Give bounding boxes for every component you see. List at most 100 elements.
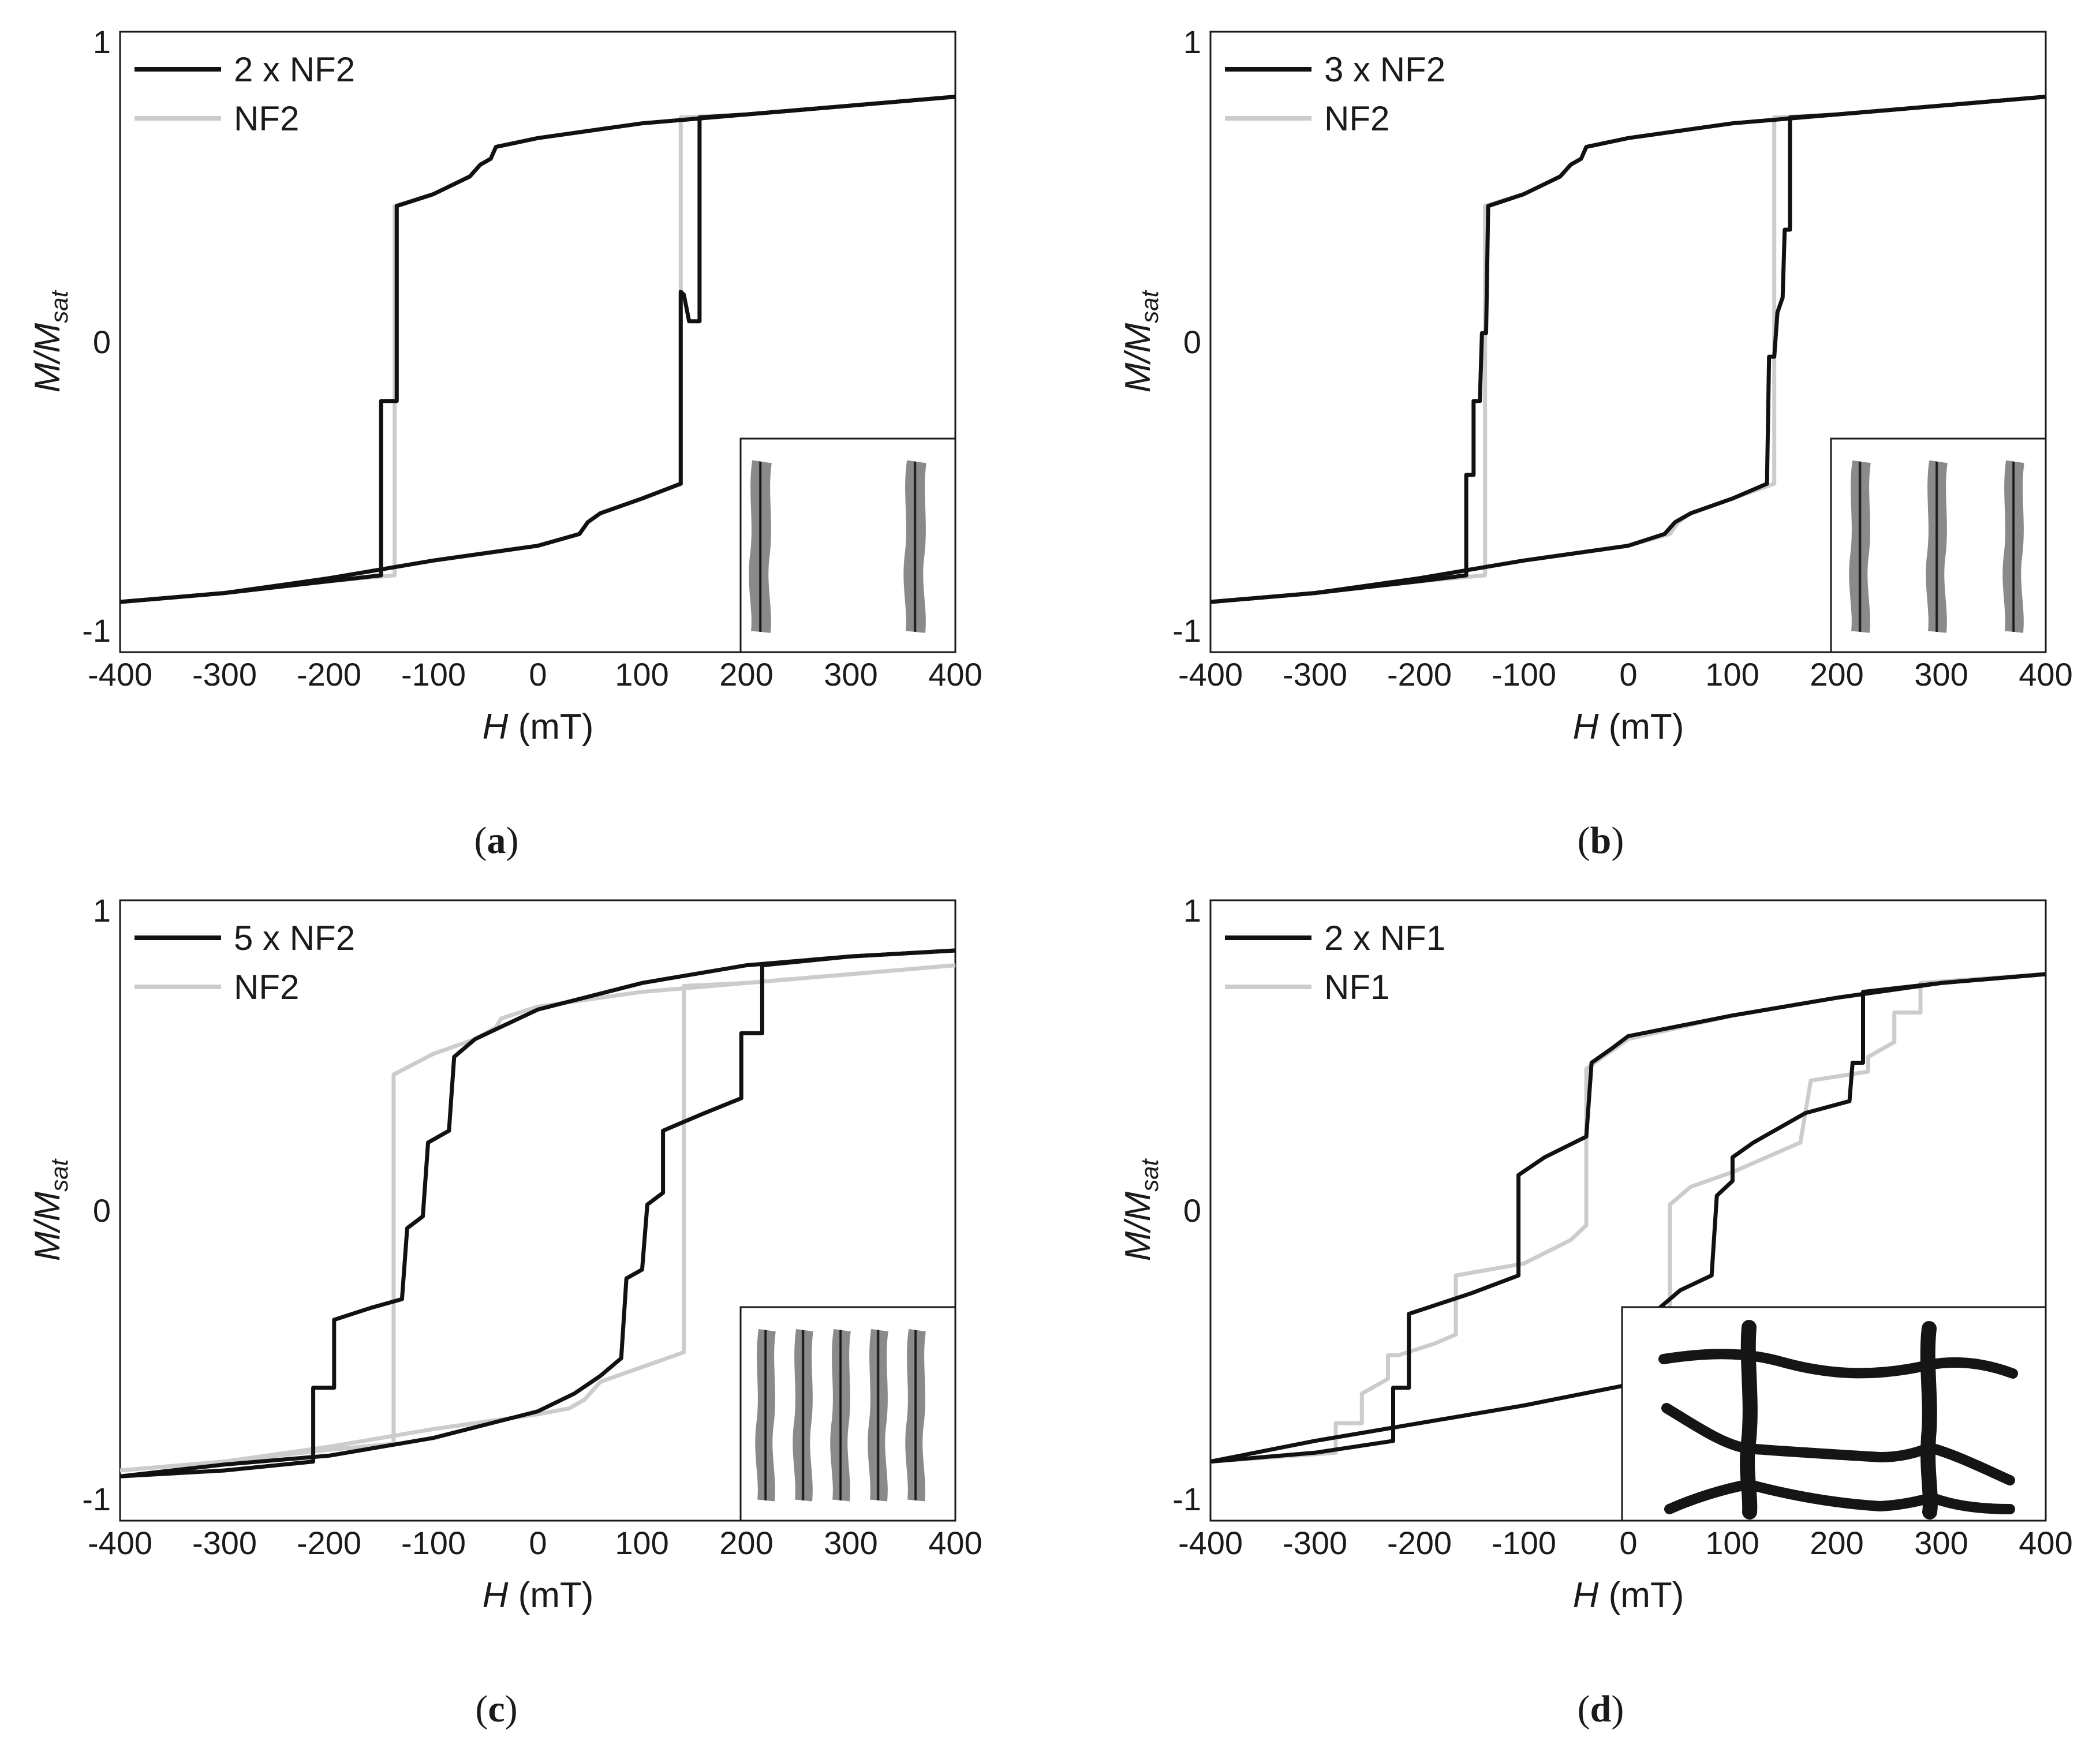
y-tick-label: 0 (93, 324, 111, 360)
series-line-3-x-nf2-descending (1210, 95, 2046, 604)
x-tick-label: -300 (192, 656, 257, 693)
y-axis-symbol: M/M (28, 323, 68, 392)
x-tick-label: -100 (1492, 1525, 1556, 1561)
y-axis-label: M/Msat (1118, 1158, 1163, 1261)
x-tick-label: -100 (1492, 656, 1556, 693)
y-axis-subscript: sat (1136, 1158, 1163, 1191)
series-line-nf2-descending (119, 963, 956, 1473)
curves-group (1210, 95, 2046, 604)
nanowire (1664, 1479, 2015, 1514)
y-axis-symbol: M/M (1118, 323, 1158, 392)
x-tick-label: 200 (1810, 1525, 1863, 1561)
x-tick-label: -400 (1178, 1525, 1243, 1561)
y-tick-label: 1 (93, 892, 111, 929)
y-axis-symbol: M/M (1118, 1191, 1158, 1261)
x-tick-label: 200 (719, 1525, 773, 1561)
x-axis-label: H (mT) (1573, 1575, 1684, 1615)
x-tick-labels: -400 -300 -200 -100 0 100 200 300 400 (88, 656, 982, 693)
x-tick-label: -200 (1387, 1525, 1452, 1561)
panel-caption-b: (b) (1578, 819, 1624, 862)
y-tick-label: -1 (82, 612, 111, 649)
series-line-2-x-nf2-descending (119, 95, 956, 604)
x-tick-label: 100 (1705, 1525, 1759, 1561)
series-line-2-x-nf1-descending (1210, 972, 2046, 1464)
nanowire (903, 460, 926, 633)
x-tick-label: 200 (1810, 656, 1863, 693)
y-tick-label: -1 (1172, 1481, 1201, 1517)
y-axis-symbol: M/M (28, 1191, 68, 1261)
x-tick-labels: -400 -300 -200 -100 0 100 200 300 400 (1178, 656, 2073, 693)
x-axis-symbol: H (483, 707, 509, 747)
legend-label-gray: NF1 (1324, 968, 1389, 1006)
x-tick-label: 300 (1914, 1525, 1968, 1561)
x-tick-label: 400 (2019, 1525, 2072, 1561)
panel-caption-a: (a) (474, 819, 519, 862)
x-tick-label: -200 (1387, 656, 1452, 693)
panel-caption-c: (c) (475, 1688, 517, 1730)
y-axis-subscript: sat (46, 289, 73, 323)
x-tick-label: -300 (192, 1525, 257, 1561)
curves-group (119, 948, 956, 1479)
nanowire (1661, 1403, 2015, 1485)
y-axis-label: M/Msat (28, 289, 73, 392)
x-tick-labels: -400 -300 -200 -100 0 100 200 300 400 (88, 1525, 982, 1561)
x-axis-unit: (mT) (518, 1575, 594, 1615)
x-tick-label: -100 (401, 656, 466, 693)
series-line-2-x-nf2-ascending (119, 95, 956, 604)
x-tick-label: -400 (88, 656, 152, 693)
x-tick-label: 100 (1705, 656, 1759, 693)
x-tick-label: -100 (401, 1525, 466, 1561)
legend: 5 x NF2 NF2 (134, 919, 355, 1006)
x-tick-label: 0 (529, 656, 547, 693)
series-line-5-x-nf2-descending (119, 948, 956, 1479)
nanowire (1920, 1321, 1938, 1520)
x-tick-label: 400 (928, 656, 982, 693)
x-tick-labels: -400 -300 -200 -100 0 100 200 300 400 (1178, 1525, 2073, 1561)
legend-label-gray: NF2 (1324, 99, 1389, 138)
nanowire (793, 1328, 813, 1502)
inset-nanowire-network (1621, 1306, 2047, 1522)
y-tick-label: 1 (1183, 892, 1201, 929)
nanowire (830, 1328, 851, 1502)
x-tick-label: 300 (1914, 656, 1968, 693)
x-tick-label: 400 (2019, 656, 2072, 693)
x-axis-label: H (mT) (483, 707, 594, 747)
caption-letter: c (488, 1688, 505, 1730)
inset-nanowires (1830, 437, 2047, 653)
x-axis-symbol: H (1573, 1575, 1599, 1615)
x-tick-label: 0 (1619, 656, 1637, 693)
x-tick-label: 300 (824, 656, 877, 693)
series-line-3-x-nf2-ascending (1210, 95, 2046, 604)
series-line-2-x-nf1-ascending (1210, 972, 2046, 1464)
panel-a: 2 x NF2 NF2 1 0 -1 -400 -300 -200 -100 0… (28, 24, 982, 747)
legend: 2 x NF1 NF1 (1225, 919, 1445, 1006)
y-tick-label: 0 (1183, 324, 1201, 360)
y-axis-subscript: sat (1136, 289, 1163, 323)
caption-letter: a (487, 819, 506, 862)
legend-label-gray: NF2 (234, 99, 299, 138)
nanowire (2002, 460, 2024, 633)
panel-c: 5 x NF2 NF2 1 0 -1 -400 -300 -200 -100 0… (28, 892, 982, 1615)
series-line-5-x-nf2-ascending (119, 948, 956, 1479)
legend-label-black: 2 x NF1 (1324, 919, 1445, 957)
y-tick-label: -1 (82, 1481, 111, 1517)
x-tick-label: -200 (297, 656, 361, 693)
legend-label-black: 2 x NF2 (234, 50, 355, 89)
legend-label-black: 3 x NF2 (1324, 50, 1445, 89)
panel-d: 2 x NF1 NF1 1 0 -1 -400 -300 -200 -100 0… (1118, 892, 2073, 1615)
x-tick-label: 400 (928, 1525, 982, 1561)
caption-letter: d (1590, 1688, 1612, 1730)
nanowire (905, 1328, 926, 1502)
y-axis-label: M/Msat (1118, 289, 1163, 392)
nanowire (749, 460, 772, 633)
panel-b: 3 x NF2 NF2 1 0 -1 -400 -300 -200 -100 0… (1118, 24, 2073, 747)
x-axis-unit: (mT) (518, 707, 594, 747)
nanowire (755, 1328, 776, 1502)
legend: 2 x NF2 NF2 (134, 50, 355, 138)
x-tick-label: 200 (719, 656, 773, 693)
curves-group (1210, 972, 2046, 1464)
x-tick-label: -300 (1283, 1525, 1347, 1561)
nanowire (868, 1328, 888, 1502)
y-tick-label: 0 (93, 1192, 111, 1229)
caption-letter: b (1590, 819, 1612, 862)
